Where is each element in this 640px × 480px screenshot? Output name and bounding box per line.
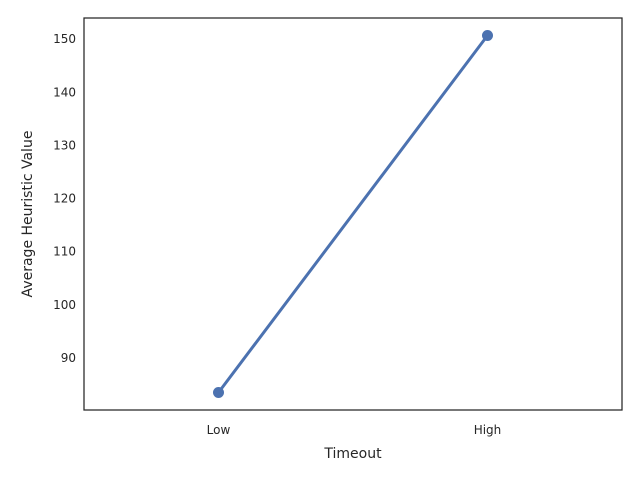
y-tick-label: 100 — [53, 298, 76, 312]
y-tick-label: 150 — [53, 32, 76, 46]
y-tick-label: 120 — [53, 192, 76, 206]
y-tick-label: 90 — [61, 351, 76, 365]
series-line — [217, 34, 489, 394]
data-point — [482, 30, 493, 42]
x-axis-label: Timeout — [323, 446, 382, 462]
series-layer — [213, 30, 493, 398]
data-point — [213, 386, 224, 398]
x-tick-label: Low — [207, 423, 231, 437]
y-tick-label: 140 — [53, 85, 76, 99]
y-tick-label: 110 — [53, 245, 76, 259]
y-axis-label: Average Heuristic Value — [20, 131, 36, 298]
y-tick-label: 130 — [53, 138, 76, 152]
x-tick-label: High — [474, 423, 502, 437]
plot-frame — [83, 17, 623, 411]
x-axis-ticks: Low High — [207, 423, 502, 437]
y-axis-ticks: 90 100 110 120 130 140 150 — [53, 32, 76, 365]
